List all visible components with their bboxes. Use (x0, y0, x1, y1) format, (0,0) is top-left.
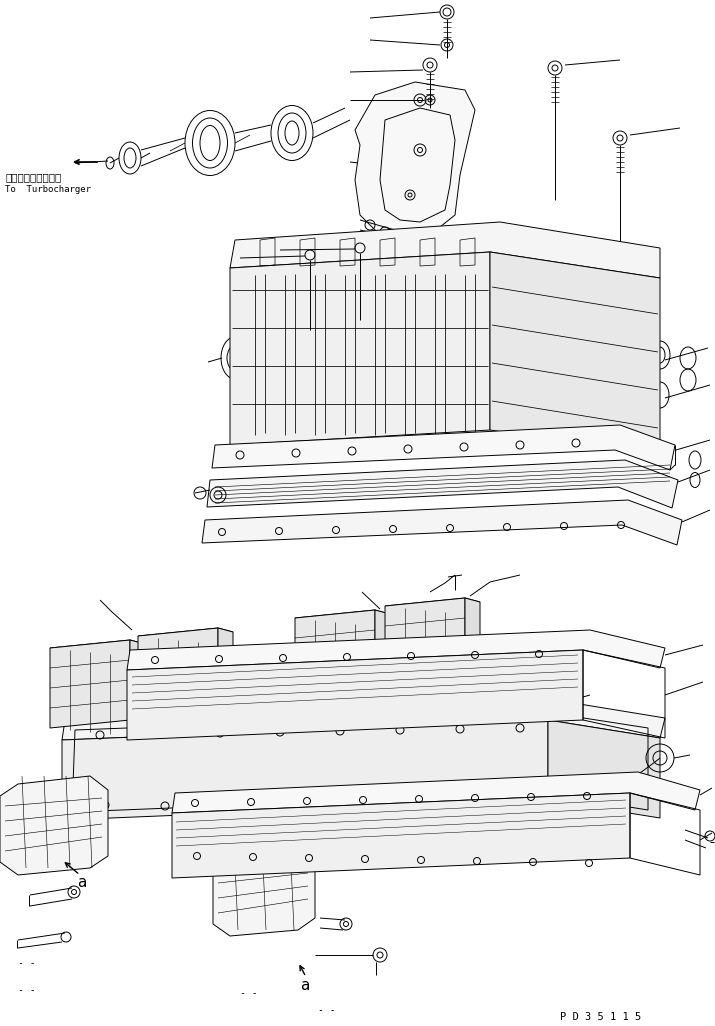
Polygon shape (207, 460, 678, 508)
Polygon shape (385, 598, 465, 686)
Polygon shape (465, 598, 480, 682)
Polygon shape (375, 610, 390, 694)
Text: a: a (77, 875, 87, 890)
Polygon shape (490, 252, 660, 455)
Polygon shape (0, 776, 108, 875)
Polygon shape (130, 640, 145, 724)
Polygon shape (230, 252, 490, 445)
Text: - -: - - (240, 988, 257, 998)
Polygon shape (355, 82, 475, 245)
Circle shape (443, 8, 451, 16)
Text: - -: - - (18, 985, 36, 995)
Polygon shape (62, 720, 548, 820)
Polygon shape (548, 720, 660, 818)
Text: To  Turbocharger: To Turbocharger (5, 185, 91, 194)
Circle shape (427, 62, 433, 68)
Polygon shape (212, 425, 675, 470)
Text: P D 3 5 1 1 5: P D 3 5 1 1 5 (560, 1012, 641, 1022)
Polygon shape (127, 630, 665, 670)
Polygon shape (127, 650, 583, 740)
Polygon shape (172, 772, 700, 813)
Text: - -: - - (318, 1005, 335, 1015)
Polygon shape (295, 610, 375, 698)
Circle shape (552, 65, 558, 71)
Text: a: a (300, 978, 310, 993)
Polygon shape (138, 628, 218, 716)
Text: ターボチャージャヘ: ターボチャージャヘ (5, 172, 61, 182)
Polygon shape (230, 222, 660, 278)
Text: - -: - - (18, 958, 36, 968)
Polygon shape (172, 793, 630, 878)
Polygon shape (295, 610, 390, 622)
Polygon shape (138, 628, 233, 640)
Polygon shape (50, 640, 130, 728)
Circle shape (617, 135, 623, 141)
Polygon shape (385, 598, 480, 610)
Polygon shape (213, 842, 315, 936)
Polygon shape (218, 628, 233, 712)
Polygon shape (202, 500, 682, 545)
Polygon shape (50, 640, 145, 652)
Polygon shape (62, 700, 665, 740)
